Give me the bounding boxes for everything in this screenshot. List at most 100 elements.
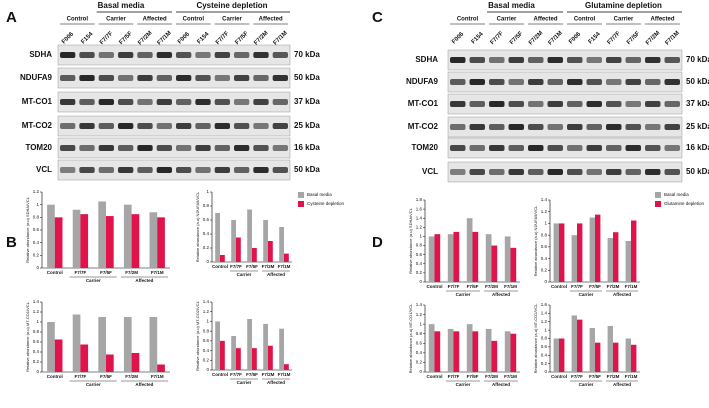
size-label: 37 kDa bbox=[294, 97, 320, 106]
legend-swatch bbox=[298, 201, 304, 207]
y-tick-label: 0.4 bbox=[203, 231, 210, 236]
band bbox=[469, 101, 485, 107]
band bbox=[450, 169, 466, 175]
group-label: Affected bbox=[135, 382, 153, 387]
band bbox=[195, 167, 211, 173]
y-tick-label: 0.4 bbox=[203, 348, 210, 353]
band bbox=[253, 75, 269, 81]
y-tick-label: 0.2 bbox=[203, 357, 210, 362]
band bbox=[214, 99, 230, 105]
band bbox=[528, 169, 544, 175]
protein-label: MT-CO1 bbox=[408, 99, 439, 108]
bar bbox=[47, 322, 55, 372]
y-tick-label: 1.2 bbox=[416, 225, 423, 230]
group-label: Affected bbox=[143, 17, 167, 23]
band bbox=[606, 124, 622, 130]
y-tick-label: 1.4 bbox=[416, 215, 423, 220]
band bbox=[60, 145, 76, 151]
group-label: Affected bbox=[613, 382, 631, 387]
band bbox=[176, 99, 192, 105]
band bbox=[60, 167, 76, 173]
panel-label: B bbox=[6, 234, 17, 251]
protein-label: VCL bbox=[422, 167, 438, 176]
bar bbox=[123, 204, 132, 268]
band bbox=[586, 79, 602, 85]
y-axis-label: Relative abundance (a.u) NDUFA9/VCL bbox=[195, 191, 200, 262]
band bbox=[645, 169, 661, 175]
bar bbox=[553, 338, 559, 372]
lane-label: F7/1M bbox=[273, 30, 289, 46]
band bbox=[586, 101, 602, 107]
band bbox=[98, 52, 114, 58]
y-tick-label: 0.2 bbox=[541, 267, 548, 272]
x-tick-label: F7/7F bbox=[230, 372, 242, 377]
lane-label: F006 bbox=[568, 31, 582, 45]
bar bbox=[631, 220, 637, 282]
y-tick-label: 0.2 bbox=[416, 270, 423, 275]
lane-label: F7/2M bbox=[645, 30, 661, 46]
band bbox=[176, 75, 192, 81]
bar bbox=[252, 348, 257, 370]
band bbox=[195, 52, 211, 58]
y-tick-label: 0.6 bbox=[541, 344, 548, 349]
bar bbox=[607, 238, 613, 282]
band bbox=[60, 75, 76, 81]
band bbox=[645, 79, 661, 85]
bar bbox=[510, 247, 517, 282]
bar bbox=[589, 328, 595, 372]
x-tick-label: F7/2M bbox=[262, 372, 275, 377]
band bbox=[137, 99, 153, 105]
lane-label: F7/2M bbox=[253, 30, 269, 46]
x-tick-label: F7/1M bbox=[625, 374, 638, 379]
y-tick-label: 1 bbox=[36, 202, 39, 207]
bar bbox=[625, 241, 631, 282]
band bbox=[272, 75, 288, 81]
x-tick-label: Control bbox=[551, 284, 567, 289]
band bbox=[567, 101, 583, 107]
bar bbox=[466, 218, 473, 282]
x-tick-label: F7/7F bbox=[571, 284, 583, 289]
band bbox=[547, 145, 563, 151]
y-tick-label: 0.8 bbox=[203, 328, 210, 333]
band bbox=[625, 169, 641, 175]
band bbox=[547, 57, 563, 63]
lane-label: F7/2M bbox=[137, 30, 153, 46]
band bbox=[528, 145, 544, 151]
band bbox=[547, 124, 563, 130]
band bbox=[79, 123, 95, 129]
x-tick-label: F7/2M bbox=[485, 284, 498, 289]
condition-header: Basal media bbox=[488, 1, 535, 10]
band bbox=[234, 145, 250, 151]
band bbox=[156, 99, 172, 105]
x-tick-label: F7/2M bbox=[125, 374, 138, 379]
y-tick-label: 0 bbox=[36, 369, 39, 374]
band bbox=[156, 123, 172, 129]
x-tick-label: F7/7F bbox=[230, 264, 242, 269]
x-tick-label: F7/5F bbox=[246, 372, 258, 377]
blot-strip bbox=[57, 159, 291, 181]
lane-label: F7/2M bbox=[528, 30, 544, 46]
bar bbox=[631, 344, 637, 372]
lane-label: F7/7F bbox=[606, 31, 622, 47]
y-tick-label: 1.2 bbox=[541, 319, 548, 324]
bar bbox=[106, 354, 114, 372]
band bbox=[214, 123, 230, 129]
bar bbox=[559, 338, 565, 372]
lane-label: F7/7F bbox=[489, 31, 505, 47]
bar bbox=[157, 364, 165, 372]
x-tick-label: Control bbox=[47, 270, 63, 275]
bar bbox=[236, 237, 241, 262]
band bbox=[567, 79, 583, 85]
legend-swatch bbox=[655, 201, 661, 207]
bar bbox=[279, 227, 284, 262]
size-label: 16 kDa bbox=[294, 143, 320, 152]
x-tick-label: F7/2M bbox=[607, 284, 620, 289]
bar bbox=[553, 223, 559, 282]
band bbox=[450, 57, 466, 63]
band bbox=[272, 123, 288, 129]
bar bbox=[607, 325, 613, 372]
group-label: Carrier bbox=[456, 292, 471, 297]
x-tick-label: F7/1M bbox=[278, 372, 291, 377]
bar bbox=[485, 328, 492, 372]
band bbox=[79, 145, 95, 151]
